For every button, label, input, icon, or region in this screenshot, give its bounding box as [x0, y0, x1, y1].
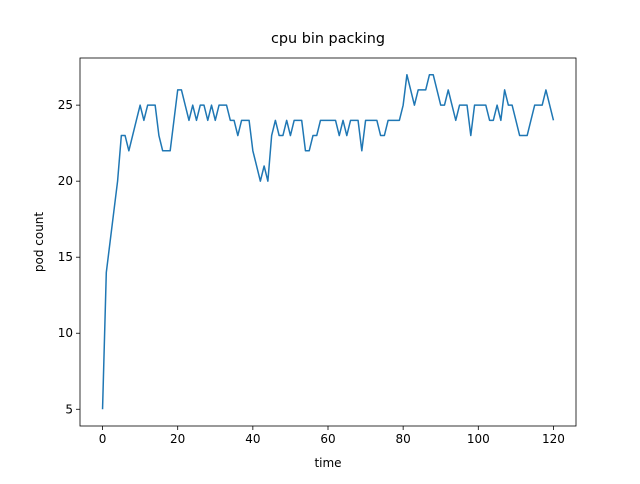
- x-tick-label: 80: [396, 432, 411, 446]
- x-tick-label: 100: [467, 432, 490, 446]
- y-tick-label: 10: [58, 326, 73, 340]
- chart-title: cpu bin packing: [271, 31, 385, 47]
- x-axis-label: time: [314, 456, 341, 470]
- y-axis-label: pod count: [32, 212, 46, 273]
- x-tick-label: 120: [542, 432, 565, 446]
- data-line: [101, 73, 555, 410]
- y-tick-label: 20: [58, 174, 73, 188]
- y-tick-label: 5: [65, 402, 73, 416]
- y-tick-label: 15: [58, 250, 73, 264]
- x-tick-label: 0: [99, 432, 107, 446]
- x-tick-label: 60: [320, 432, 335, 446]
- y-tick-label: 25: [58, 98, 73, 112]
- x-tick-label: 40: [245, 432, 260, 446]
- x-tick-label: 20: [170, 432, 185, 446]
